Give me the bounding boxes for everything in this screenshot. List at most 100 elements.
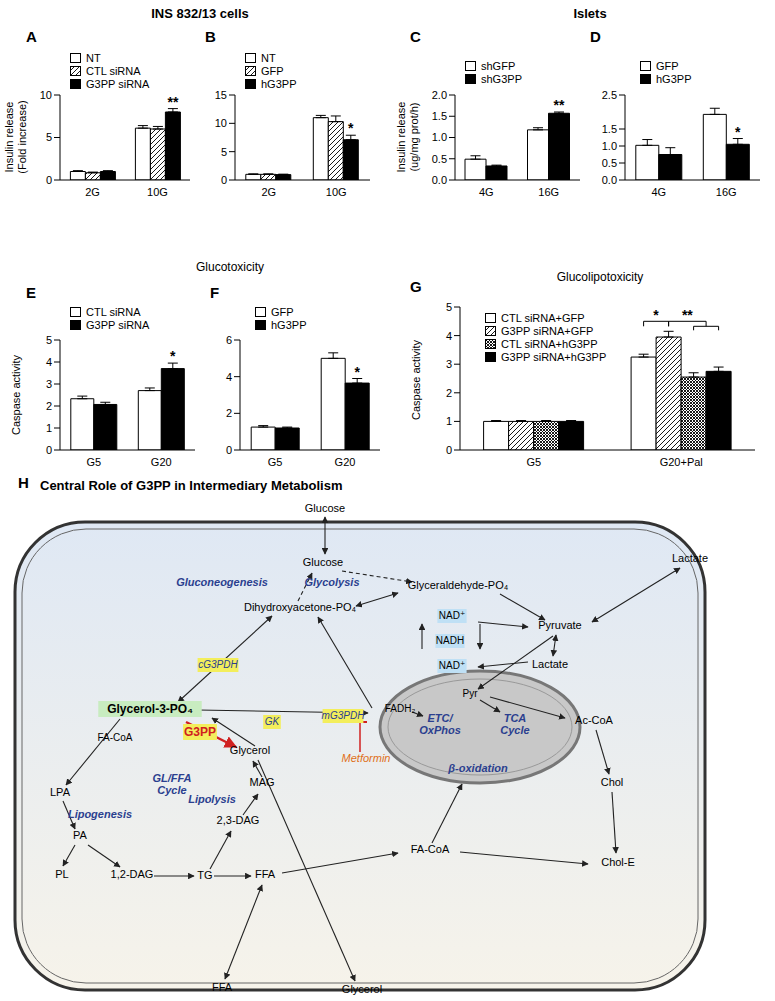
svg-text:Chol-E: Chol-E	[601, 856, 635, 868]
svg-text:PL: PL	[55, 868, 68, 880]
svg-text:NAD⁺: NAD⁺	[439, 660, 465, 671]
svg-text:FFA: FFA	[255, 868, 276, 880]
svg-text:0.5: 0.5	[602, 157, 617, 169]
svg-text:Glyceraldehyde-PO₄: Glyceraldehyde-PO₄	[408, 579, 509, 591]
svg-text:2: 2	[226, 407, 232, 419]
svg-text:4G: 4G	[479, 186, 494, 198]
svg-text:Glucose: Glucose	[305, 502, 345, 514]
svg-text:G5: G5	[526, 456, 541, 468]
svg-text:1,2-DAG: 1,2-DAG	[111, 868, 154, 880]
svg-text:2: 2	[46, 400, 52, 412]
svg-text:2.5: 2.5	[602, 89, 617, 101]
svg-text:*: *	[653, 307, 659, 323]
svg-text:Central Role of G3PP in Interm: Central Role of G3PP in Intermediary Met…	[40, 478, 342, 493]
svg-text:NAD⁺: NAD⁺	[439, 610, 465, 621]
svg-text:Glycerol: Glycerol	[230, 744, 270, 756]
svg-text:LPA: LPA	[50, 786, 71, 798]
svg-text:*: *	[348, 120, 354, 136]
svg-text:Pyr: Pyr	[463, 688, 479, 699]
svg-text:**: **	[682, 307, 693, 323]
svg-text:FADH₂: FADH₂	[385, 703, 416, 714]
svg-text:Ac-CoA: Ac-CoA	[575, 714, 614, 726]
svg-text:10G: 10G	[326, 186, 347, 198]
svg-text:Metformin: Metformin	[342, 752, 391, 764]
svg-text:MAG: MAG	[249, 776, 274, 788]
svg-text:Gluconeogenesis: Gluconeogenesis	[176, 576, 268, 588]
svg-text:Glucose: Glucose	[303, 556, 343, 568]
svg-text:10: 10	[215, 117, 227, 129]
svg-text:0.5: 0.5	[432, 153, 447, 165]
svg-text:4: 4	[446, 330, 452, 342]
svg-text:Lactate: Lactate	[672, 552, 708, 564]
svg-text:Glycerol-3-PO₄: Glycerol-3-PO₄	[107, 702, 193, 716]
svg-text:G3PP: G3PP	[184, 725, 216, 739]
svg-text:1: 1	[46, 422, 52, 434]
svg-text:Glycerol: Glycerol	[342, 983, 382, 995]
svg-text:0: 0	[46, 444, 52, 456]
svg-text:ETC/OxPhos: ETC/OxPhos	[419, 712, 461, 736]
svg-text:TG: TG	[197, 869, 212, 881]
svg-text:β-oxidation: β-oxidation	[447, 762, 508, 774]
svg-text:*: *	[354, 364, 360, 380]
svg-text:0.0: 0.0	[602, 174, 617, 186]
svg-text:5: 5	[46, 131, 52, 143]
svg-text:G5: G5	[86, 456, 101, 468]
svg-text:**: **	[554, 97, 565, 113]
svg-text:FA-CoA: FA-CoA	[97, 732, 132, 743]
svg-text:10G: 10G	[147, 186, 168, 198]
svg-text:10: 10	[40, 89, 52, 101]
svg-text:G20: G20	[151, 456, 172, 468]
svg-text:16G: 16G	[538, 186, 559, 198]
svg-text:0: 0	[446, 444, 452, 456]
svg-text:1: 1	[446, 415, 452, 427]
svg-text:5: 5	[446, 301, 452, 313]
svg-text:FA-CoA: FA-CoA	[411, 843, 450, 855]
svg-text:Pyruvate: Pyruvate	[538, 619, 581, 631]
svg-text:Lactate: Lactate	[532, 658, 568, 670]
svg-text:4: 4	[226, 371, 232, 383]
svg-text:6: 6	[226, 334, 232, 346]
svg-text:0.0: 0.0	[432, 174, 447, 186]
svg-text:*: *	[735, 124, 741, 140]
svg-text:1.0: 1.0	[602, 140, 617, 152]
svg-text:1.0: 1.0	[432, 131, 447, 143]
svg-text:4: 4	[46, 356, 52, 368]
svg-text:FFA: FFA	[212, 981, 233, 993]
svg-text:0: 0	[226, 444, 232, 456]
svg-text:GK: GK	[265, 716, 281, 727]
svg-text:G20: G20	[335, 456, 356, 468]
svg-text:G5: G5	[268, 456, 283, 468]
svg-text:Lipolysis: Lipolysis	[188, 793, 236, 805]
svg-text:mG3PDH: mG3PDH	[322, 710, 366, 721]
svg-text:NADH: NADH	[436, 635, 464, 646]
svg-text:TCACycle: TCACycle	[500, 712, 529, 736]
svg-text:4G: 4G	[651, 186, 666, 198]
svg-text:2.0: 2.0	[432, 89, 447, 101]
svg-text:Dihydroxyacetone-PO₄: Dihydroxyacetone-PO₄	[244, 601, 357, 613]
svg-text:5: 5	[46, 334, 52, 346]
svg-text:0: 0	[46, 174, 52, 186]
html-text:Insulin release (Fold increase: Insulin release (Fold increase)	[3, 100, 28, 174]
svg-text:2G: 2G	[261, 186, 276, 198]
svg-text:2,3-DAG: 2,3-DAG	[217, 814, 260, 826]
svg-text:cG3PDH: cG3PDH	[198, 659, 238, 670]
svg-text:*: *	[170, 348, 176, 364]
svg-text:GL/FFACycle: GL/FFACycle	[152, 772, 191, 796]
svg-text:0: 0	[221, 174, 227, 186]
svg-text:15: 15	[215, 89, 227, 101]
svg-text:3: 3	[446, 358, 452, 370]
svg-text:Lipogenesis: Lipogenesis	[68, 808, 132, 820]
svg-text:3: 3	[46, 378, 52, 390]
svg-text:G20+Pal: G20+Pal	[660, 456, 703, 468]
svg-text:Chol: Chol	[601, 776, 624, 788]
svg-text:16G: 16G	[716, 186, 737, 198]
svg-text:2G: 2G	[85, 186, 100, 198]
svg-text:5: 5	[221, 146, 227, 158]
svg-text:2: 2	[446, 387, 452, 399]
svg-text:H: H	[18, 474, 29, 491]
svg-text:PA: PA	[73, 829, 88, 841]
svg-text:1.5: 1.5	[602, 123, 617, 135]
svg-text:Glycolysis: Glycolysis	[304, 576, 359, 588]
svg-text:1.5: 1.5	[432, 110, 447, 122]
svg-text:**: **	[167, 94, 178, 110]
